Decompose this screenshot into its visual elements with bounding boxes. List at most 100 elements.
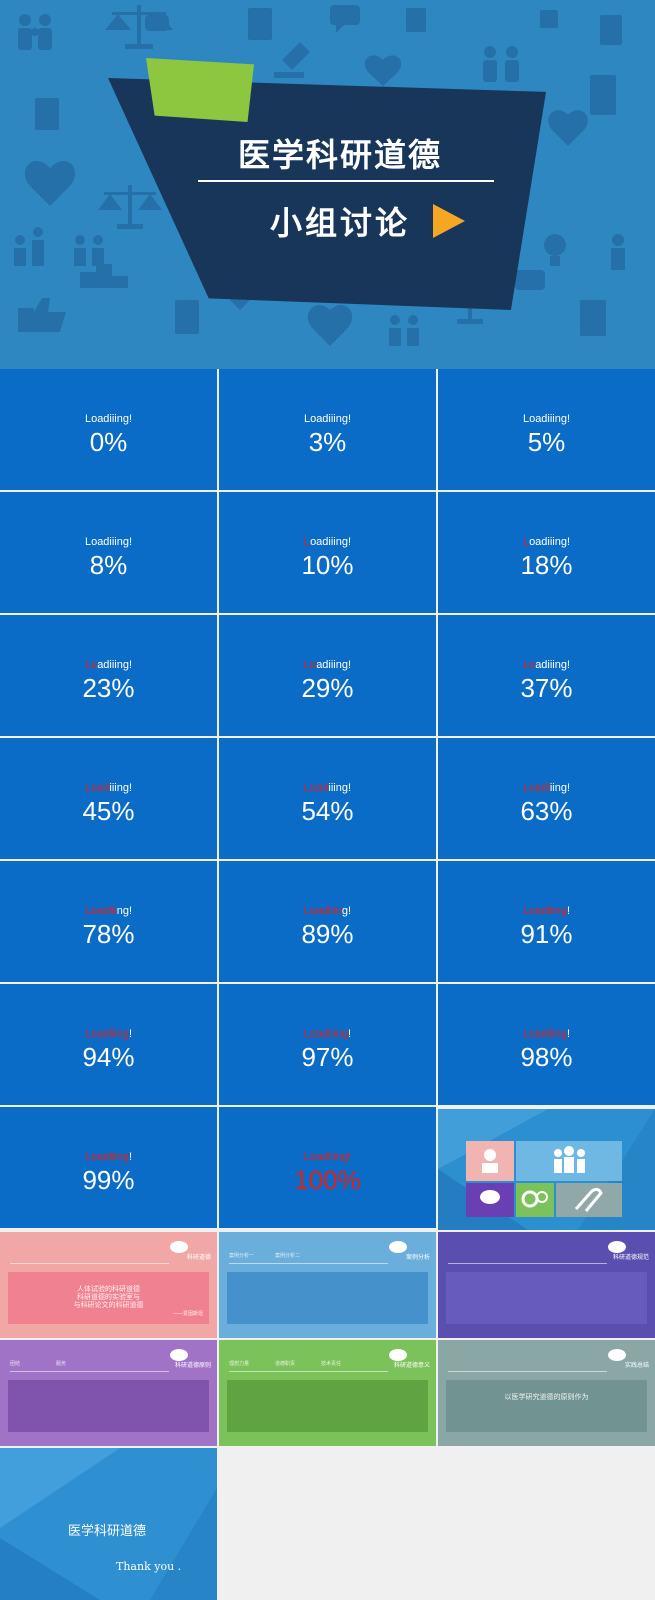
- loading-tile[interactable]: Loadiiing! 99%: [0, 1107, 217, 1228]
- chat-icon: [330, 5, 360, 33]
- content-slide-thumbnail[interactable]: 案例分析一 案例分析二 案例分析: [219, 1232, 436, 1338]
- slide-signature: ——爱因斯坦: [172, 1311, 203, 1317]
- loading-percent: 0%: [89, 427, 128, 457]
- loading-tile[interactable]: Loadiiing! 98%: [438, 984, 655, 1105]
- thanks-message: Thank you .: [116, 1560, 182, 1573]
- slide-nav-line: [448, 1371, 607, 1372]
- loading-label-rest: adiiing!: [535, 659, 571, 671]
- thanks-slide[interactable]: 医学科研道德 Thank you .: [0, 1448, 217, 1600]
- heart-icon: [24, 160, 76, 206]
- content-slide-thumbnail[interactable]: 团结 服务 科研道德原则: [0, 1340, 217, 1446]
- loading-tile[interactable]: Loadiiing! 0%: [0, 369, 217, 490]
- loading-tile[interactable]: Loadiiing! 23%: [0, 615, 217, 736]
- loading-tile[interactable]: Loadiiing! 10%: [219, 492, 436, 613]
- loading-tile[interactable]: Loadiiing! 63%: [438, 738, 655, 859]
- loading-label-rest: Loadiiing!: [522, 413, 571, 425]
- loading-tile[interactable]: Loadiiing! 100%: [219, 1107, 436, 1228]
- title-divider: [198, 180, 494, 182]
- loading-tile[interactable]: Loadiiing! 54%: [219, 738, 436, 859]
- slide-text-line: 科研道德的实验室与: [77, 1294, 140, 1301]
- loading-percent: 5%: [527, 427, 566, 457]
- slide-badge-icon: [169, 1348, 189, 1362]
- play-arrow-icon[interactable]: [433, 204, 465, 238]
- heart-icon: [307, 304, 353, 346]
- loading-tile[interactable]: Loadiiing! 37%: [438, 615, 655, 736]
- content-slide-thumbnail[interactable]: 科研道德规范: [438, 1232, 655, 1338]
- clipboard-icon: [540, 10, 558, 28]
- loading-label: Loadiiing!: [219, 1151, 436, 1163]
- loading-tile[interactable]: Loadiiing! 91%: [438, 861, 655, 982]
- loading-label-highlight: Loadiiin: [303, 905, 342, 917]
- menu-preview-slide[interactable]: [438, 1109, 655, 1230]
- slide-text-line: 与科研论文的科研道德: [73, 1302, 144, 1309]
- thanks-background-graphic: [0, 1448, 217, 1600]
- loading-tile[interactable]: Loadiiing! 78%: [0, 861, 217, 982]
- title-slide: 医学科研道德 小组讨论: [0, 0, 655, 369]
- slide-text: 以医学研究道德的原则作为: [452, 1394, 641, 1402]
- loading-label-rest: !: [347, 1028, 352, 1040]
- podium-icon: [80, 264, 128, 288]
- document-icon: [580, 300, 606, 336]
- slide-nav-line: [229, 1263, 388, 1264]
- loading-label: Loadiiing!: [438, 536, 655, 548]
- slide-content-panel: [446, 1380, 647, 1432]
- loading-tile[interactable]: Loadiiing! 8%: [0, 492, 217, 613]
- loading-percent: 23%: [82, 673, 135, 703]
- loading-label-highlight: Load: [84, 782, 110, 794]
- loading-tile[interactable]: Loadiiing! 94%: [0, 984, 217, 1105]
- slide-nav: 团结 服务: [10, 1360, 169, 1370]
- slide-nav: [448, 1252, 607, 1262]
- loading-label-rest: !: [128, 1028, 133, 1040]
- loading-label-highlight: Load: [303, 782, 329, 794]
- loading-label-rest: Loadiiing!: [303, 413, 352, 425]
- content-slide-thumbnail[interactable]: 实践总结 以医学研究道德的原则作为: [438, 1340, 655, 1446]
- loading-label-highlight: Loadiii: [84, 905, 117, 917]
- content-slide-thumbnail[interactable]: 科研道德 人体试验的科研道德 科研道德的实验室与 与科研论文的科研道德 ——爱因斯坦: [0, 1232, 217, 1338]
- loading-label-rest: !: [566, 1028, 571, 1040]
- chat-icon: [145, 15, 169, 31]
- loading-tile[interactable]: Loadiiing! 3%: [219, 369, 436, 490]
- slide-badge-icon: [169, 1240, 189, 1254]
- loading-label-rest: adiiing!: [316, 659, 352, 671]
- lightbulb-icon: [544, 234, 566, 266]
- loading-label-rest: Loadiiing!: [84, 536, 133, 548]
- loading-tile[interactable]: Loadiiing! 97%: [219, 984, 436, 1105]
- loading-label: Loadiiing!: [219, 536, 436, 548]
- loading-label: Loadiiing!: [0, 1151, 217, 1163]
- loading-label: Loadiiing!: [438, 1028, 655, 1040]
- slide-text-line: 人体试验的科研道德: [77, 1286, 140, 1293]
- slide-nav: 理想力量 道德职责 技术责任: [229, 1360, 388, 1370]
- loading-label-rest: !: [128, 1151, 133, 1163]
- clipboard-icon: [406, 8, 426, 32]
- loading-label-highlight: Loadiiing: [84, 1151, 129, 1163]
- loading-label: Loadiiing!: [438, 413, 655, 425]
- pencil-icon: [274, 42, 310, 78]
- document-icon: [35, 98, 59, 130]
- loading-tile[interactable]: Loadiiing! 18%: [438, 492, 655, 613]
- loading-tile[interactable]: Loadiiing! 89%: [219, 861, 436, 982]
- content-slide-thumbnail[interactable]: 理想力量 道德职责 技术责任 科研道德意义: [219, 1340, 436, 1446]
- loading-percent: 78%: [82, 919, 135, 949]
- loading-label: Loadiiing!: [219, 782, 436, 794]
- loading-percent: 10%: [301, 550, 354, 580]
- loading-percent: 37%: [520, 673, 573, 703]
- slide-nav-line: [10, 1371, 169, 1372]
- loading-percent: 8%: [89, 550, 128, 580]
- loading-label: Loadiiing!: [0, 905, 217, 917]
- slide-nav-item: 技术责任: [321, 1361, 342, 1367]
- loading-label: Loadiiing!: [219, 905, 436, 917]
- loading-tile[interactable]: Loadiiing! 45%: [0, 738, 217, 859]
- loading-label: Loadiiing!: [0, 536, 217, 548]
- slide-section-tag: 案例分析: [405, 1255, 430, 1261]
- loading-label: Loadiiing!: [0, 782, 217, 794]
- loading-label: Loadiiing!: [0, 413, 217, 425]
- loading-label-highlight: L: [522, 536, 530, 548]
- loading-tile[interactable]: Loadiiing! 5%: [438, 369, 655, 490]
- loading-percent: 29%: [301, 673, 354, 703]
- loading-label: Loadiiing!: [0, 659, 217, 671]
- slide-section-tag: 科研道德意义: [393, 1363, 430, 1369]
- slide-nav: [448, 1360, 607, 1370]
- loading-tile[interactable]: Loadiiing! 29%: [219, 615, 436, 736]
- slide-badge-icon: [607, 1348, 627, 1362]
- loading-percent: 97%: [301, 1042, 354, 1072]
